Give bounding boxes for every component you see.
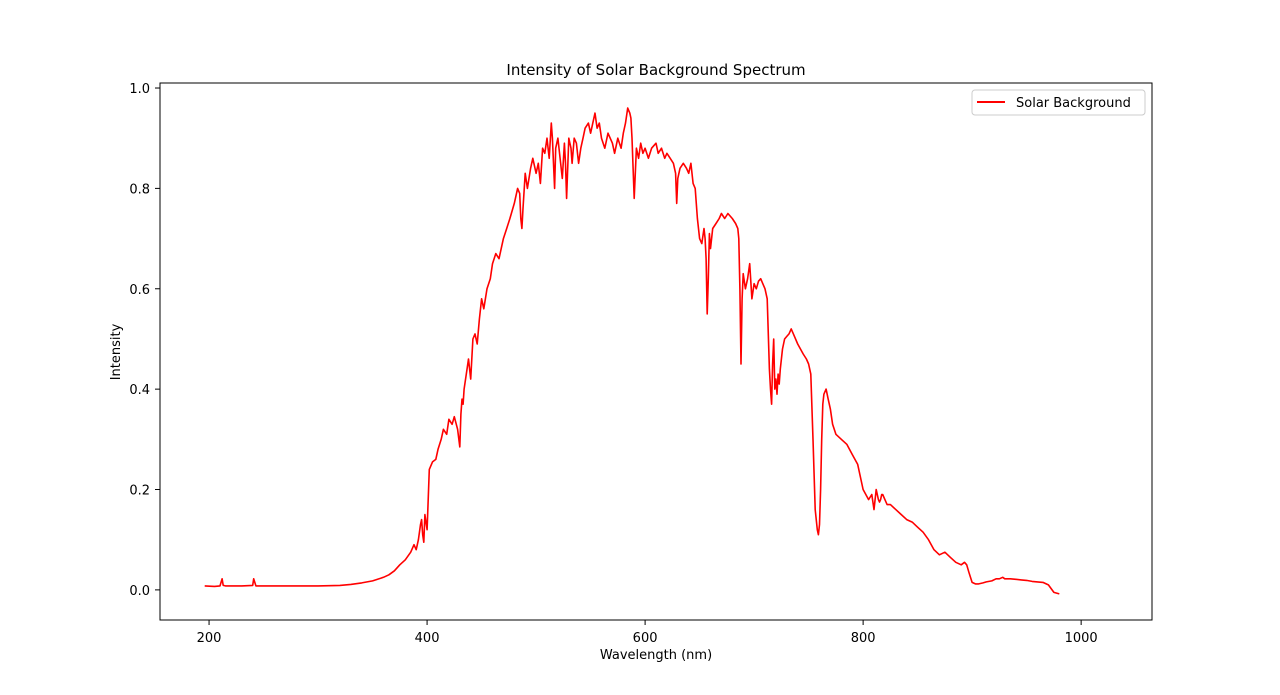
plot-area <box>204 107 1060 595</box>
y-tick-label: 1.0 <box>129 82 150 97</box>
x-tick-label: 800 <box>851 631 876 646</box>
y-tick-label: 0.2 <box>129 484 150 499</box>
y-tick-label: 0.0 <box>129 584 150 599</box>
chart-title: Intensity of Solar Background Spectrum <box>506 61 805 79</box>
y-tick-label: 0.6 <box>129 283 150 298</box>
x-axis-ticks: 200 400 600 800 1000 <box>197 620 1098 646</box>
y-axis-ticks: 0.0 0.2 0.4 0.6 0.8 1.0 <box>129 82 160 599</box>
legend-box <box>971 89 1146 116</box>
legend-label: Solar Background <box>1016 96 1131 111</box>
legend: Solar Background <box>971 89 1146 116</box>
x-tick-label: 400 <box>415 631 440 646</box>
x-axis-label: Wavelength (nm) <box>600 648 712 663</box>
y-axis-label: Intensity <box>109 323 124 380</box>
y-tick-label: 0.4 <box>129 383 150 398</box>
x-tick-label: 200 <box>197 631 222 646</box>
x-tick-label: 1000 <box>1065 631 1098 646</box>
axes-frame <box>159 82 1153 621</box>
series-line-0 <box>204 107 1060 595</box>
x-tick-label: 600 <box>633 631 658 646</box>
y-tick-label: 0.8 <box>129 182 150 197</box>
